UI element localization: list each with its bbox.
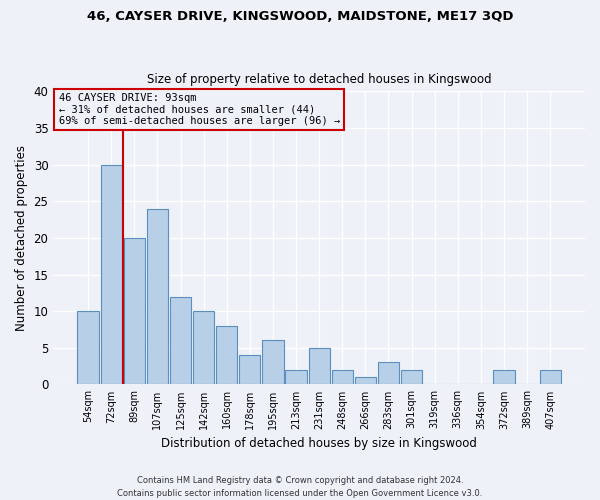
Bar bbox=[239, 355, 260, 384]
Bar bbox=[493, 370, 515, 384]
Bar bbox=[101, 164, 122, 384]
Bar bbox=[401, 370, 422, 384]
Bar bbox=[539, 370, 561, 384]
Bar bbox=[124, 238, 145, 384]
Bar bbox=[332, 370, 353, 384]
Y-axis label: Number of detached properties: Number of detached properties bbox=[15, 145, 28, 331]
Bar bbox=[193, 311, 214, 384]
Text: 46, CAYSER DRIVE, KINGSWOOD, MAIDSTONE, ME17 3QD: 46, CAYSER DRIVE, KINGSWOOD, MAIDSTONE, … bbox=[87, 10, 513, 23]
Title: Size of property relative to detached houses in Kingswood: Size of property relative to detached ho… bbox=[147, 73, 491, 86]
X-axis label: Distribution of detached houses by size in Kingswood: Distribution of detached houses by size … bbox=[161, 437, 477, 450]
Text: 46 CAYSER DRIVE: 93sqm
← 31% of detached houses are smaller (44)
69% of semi-det: 46 CAYSER DRIVE: 93sqm ← 31% of detached… bbox=[59, 93, 340, 126]
Bar bbox=[77, 311, 99, 384]
Bar bbox=[170, 296, 191, 384]
Bar bbox=[216, 326, 238, 384]
Bar bbox=[308, 348, 330, 385]
Bar bbox=[286, 370, 307, 384]
Bar bbox=[262, 340, 284, 384]
Bar bbox=[355, 377, 376, 384]
Bar bbox=[378, 362, 399, 384]
Bar bbox=[147, 208, 168, 384]
Text: Contains HM Land Registry data © Crown copyright and database right 2024.
Contai: Contains HM Land Registry data © Crown c… bbox=[118, 476, 482, 498]
